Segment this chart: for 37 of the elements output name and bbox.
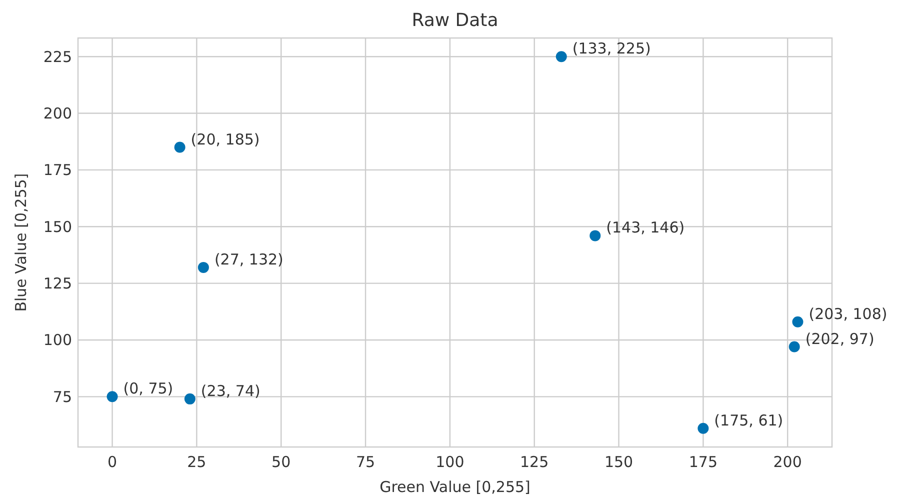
x-tick-label: 50 [272, 453, 291, 471]
point [184, 393, 196, 404]
point [198, 262, 209, 273]
x-tick-label: 125 [520, 453, 549, 471]
y-tick-label: 75 [52, 388, 72, 406]
y-tick-label: 100 [43, 331, 72, 350]
point [792, 316, 804, 328]
point [174, 142, 186, 153]
point [106, 391, 118, 402]
point [788, 341, 800, 352]
data-label: (133, 225) [572, 40, 651, 58]
x-tick-label: 100 [436, 453, 464, 471]
data-label: (27, 132) [214, 250, 284, 268]
chart-title: Raw Data [412, 10, 498, 31]
data-label: (23, 74) [200, 382, 260, 400]
x-tick-label: 25 [187, 453, 206, 471]
y-tick-label: 200 [43, 104, 72, 123]
x-tick-label: 75 [356, 453, 376, 471]
y-tick-label: 225 [43, 48, 72, 66]
y-axis-title: Blue Value [0,255] [12, 173, 30, 312]
data-label: (20, 185) [190, 130, 260, 148]
y-tick-label: 175 [43, 161, 72, 180]
x-tick-label: 200 [773, 453, 802, 471]
y-tick-label: 150 [43, 218, 72, 236]
x-tick-label: 0 [108, 453, 118, 471]
x-tick-label: 175 [688, 453, 718, 471]
x-tick-label: 150 [604, 453, 634, 471]
data-label: (175, 61) [714, 411, 784, 430]
point [556, 51, 567, 62]
data-label: (203, 108) [808, 304, 888, 323]
data-label: (202, 97) [805, 330, 874, 348]
x-axis-title: Green Value [0,255] [380, 478, 530, 496]
data-label: (143, 146) [606, 218, 685, 237]
y-tick-label: 125 [43, 274, 72, 293]
point [698, 422, 709, 434]
point [590, 230, 601, 242]
data-label: (0, 75) [123, 380, 174, 398]
